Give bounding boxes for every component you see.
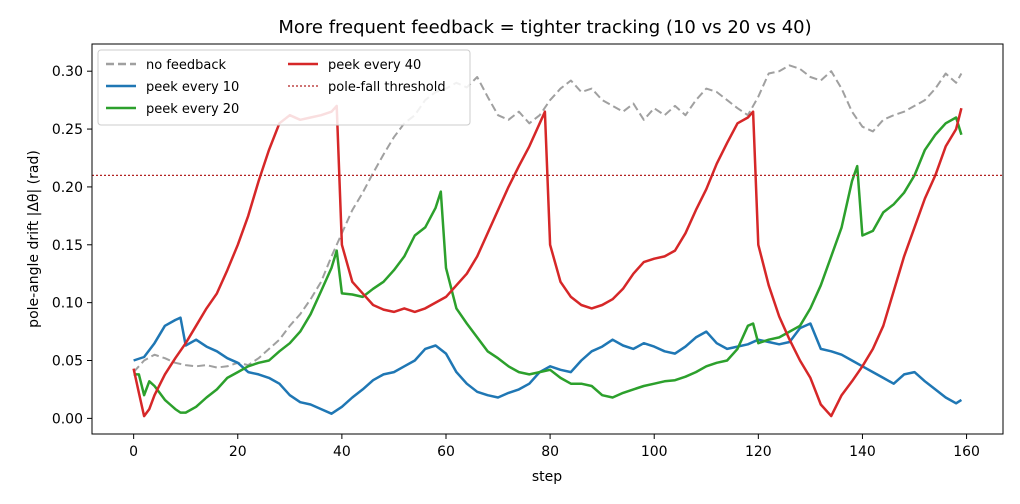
y-tick-label: 0.00 (52, 411, 83, 427)
x-tick-label: 0 (129, 444, 138, 460)
x-tick-label: 20 (229, 444, 247, 460)
x-tick-label: 60 (437, 444, 455, 460)
x-tick-label: 120 (745, 444, 772, 460)
x-axis-label: step (532, 469, 562, 485)
legend: no feedback peek every 10 peek every 20 pee… (97, 49, 471, 126)
x-tick-label: 40 (333, 444, 351, 460)
y-tick-label: 0.30 (52, 64, 83, 80)
legend-label: no feedback (146, 58, 227, 73)
y-axis: 0.00 0.05 0.10 0.15 0.20 0.25 0.30 (52, 64, 92, 427)
legend-label: peek every 20 (146, 102, 239, 117)
x-tick-label: 80 (541, 444, 559, 460)
x-tick-label: 160 (953, 444, 980, 460)
y-tick-label: 0.10 (52, 296, 83, 312)
plot-frame (91, 43, 1004, 435)
x-axis: 0 20 40 60 80 100 120 140 160 (129, 434, 980, 460)
legend-label: peek every 40 (328, 58, 421, 73)
chart-title: More frequent feedback = tighter trackin… (278, 17, 811, 38)
x-tick-label: 140 (849, 444, 876, 460)
legend-label: peek every 10 (146, 80, 239, 95)
series-line-peek-every-10 (133, 316, 963, 415)
y-tick-label: 0.15 (52, 238, 83, 254)
series-line-peek-every-20 (133, 116, 963, 414)
y-tick-label: 0.20 (52, 180, 83, 196)
plot-lines (92, 64, 1003, 418)
legend-box (97, 49, 471, 126)
y-tick-label: 0.25 (52, 122, 83, 138)
series-line-no-feedback (132, 64, 963, 373)
y-tick-label: 0.05 (52, 354, 83, 370)
y-axis-label: pole-angle drift |Δθ| (rad) (26, 150, 42, 328)
x-tick-label: 100 (641, 444, 668, 460)
legend-label: pole-fall threshold (328, 80, 446, 95)
